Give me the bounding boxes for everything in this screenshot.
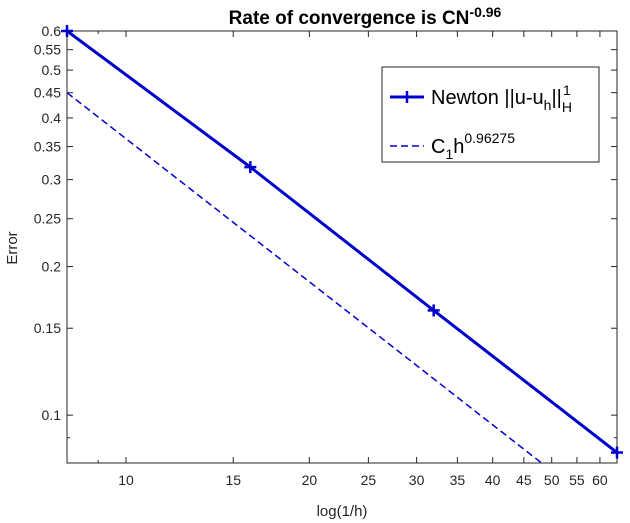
x-tick-label: 55	[569, 472, 585, 488]
y-tick-label: 0.1	[42, 407, 62, 423]
series-layer	[67, 31, 617, 463]
x-tick-label: 40	[485, 472, 501, 488]
legend-marker-newton	[401, 91, 413, 103]
x-tick-label: 60	[592, 472, 608, 488]
y-tick-label: 0.55	[34, 42, 61, 58]
x-tick-label: 25	[361, 472, 377, 488]
x-tick-label: 10	[118, 472, 134, 488]
x-axis-label: log(1/h)	[317, 503, 368, 520]
series-point-marker	[244, 161, 257, 174]
x-tick-label: 20	[302, 472, 318, 488]
series-line-fit	[67, 92, 543, 463]
y-tick-label: 0.6	[42, 23, 62, 39]
x-tick-label: 30	[409, 472, 425, 488]
y-tick-label: 0.45	[34, 85, 61, 101]
y-tick-label: 0.4	[42, 110, 62, 126]
x-tick-labels: 10 15 20 25 30 35 40 45 50 55 60	[118, 472, 608, 488]
y-tick-label: 0.35	[34, 139, 61, 155]
markers-layer	[61, 25, 623, 459]
y-tick-labels: 0.1 0.15 0.2 0.25 0.3 0.35 0.4 0.45 0.5 0.55 0.6	[34, 23, 61, 423]
legend-label-newton: Newton ||u-uh||H1	[431, 82, 572, 115]
x-tick-label: 45	[516, 472, 532, 488]
x-tick-label: 35	[450, 472, 466, 488]
axis-ticks	[67, 30, 617, 463]
y-tick-label: 0.2	[42, 259, 62, 275]
series-point-marker	[427, 304, 440, 317]
y-tick-label: 0.25	[34, 211, 61, 227]
chart-title: Rate of convergence is CN-0.96	[229, 4, 502, 29]
legend-label-fit: C1h0.96275	[431, 130, 515, 162]
series-point-marker	[611, 446, 623, 459]
legend: Newton ||u-uh||H1 C1h0.96275	[381, 66, 600, 163]
series-line-newton	[67, 31, 617, 454]
y-tick-label: 0.15	[34, 320, 61, 336]
x-tick-label: 50	[544, 472, 560, 488]
y-axis-label: Error	[4, 231, 21, 264]
y-tick-label: 0.3	[42, 172, 62, 188]
chart-title-exponent: -0.96	[469, 4, 501, 20]
y-tick-label: 0.5	[42, 62, 62, 78]
series-point-marker	[61, 25, 73, 37]
x-tick-label: 15	[225, 472, 241, 488]
chart-title-main: Rate of convergence is CN	[229, 8, 470, 29]
